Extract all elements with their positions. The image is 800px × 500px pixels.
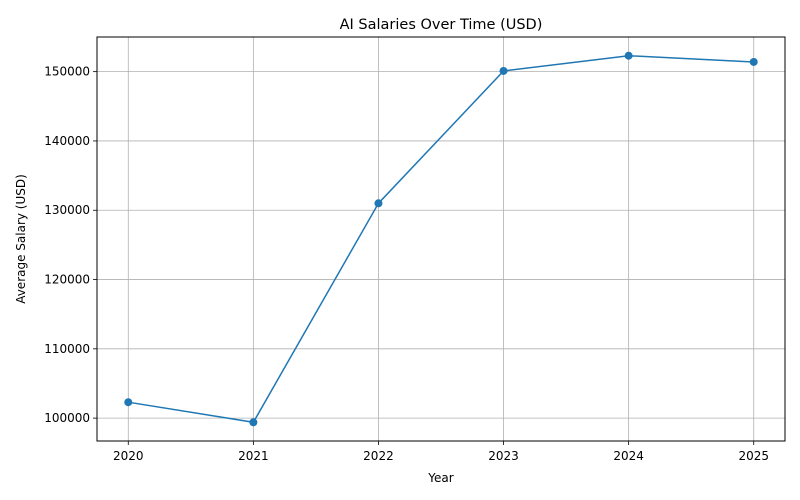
y-axis: 100000 110000 120000 130000 140000 150000 xyxy=(44,65,97,425)
data-point xyxy=(249,418,258,427)
data-point xyxy=(624,51,633,60)
x-tick-label: 2024 xyxy=(613,449,644,463)
plot-frame xyxy=(96,36,786,442)
x-axis-label: Year xyxy=(427,471,453,485)
x-tick-label: 2022 xyxy=(363,449,394,463)
series-layer xyxy=(124,51,758,427)
data-point xyxy=(124,398,133,407)
series-line xyxy=(128,54,754,424)
y-tick-label: 150000 xyxy=(44,65,90,79)
data-point xyxy=(374,199,383,208)
x-tick-label: 2020 xyxy=(113,449,144,463)
grid xyxy=(97,37,785,441)
y-axis-label: Average Salary (USD) xyxy=(14,174,28,304)
y-tick-label: 110000 xyxy=(44,342,90,356)
y-tick-label: 100000 xyxy=(44,411,90,425)
x-tick-label: 2023 xyxy=(488,449,519,463)
data-point xyxy=(499,66,508,75)
x-tick-label: 2021 xyxy=(238,449,269,463)
data-point xyxy=(749,57,758,66)
x-tick-label: 2025 xyxy=(738,449,769,463)
y-tick-label: 120000 xyxy=(44,273,90,287)
y-tick-label: 130000 xyxy=(44,203,90,217)
y-tick-label: 140000 xyxy=(44,134,90,148)
chart-title: AI Salaries Over Time (USD) xyxy=(340,17,543,33)
x-axis: 2020 2021 2022 2023 2024 2025 xyxy=(113,441,769,463)
